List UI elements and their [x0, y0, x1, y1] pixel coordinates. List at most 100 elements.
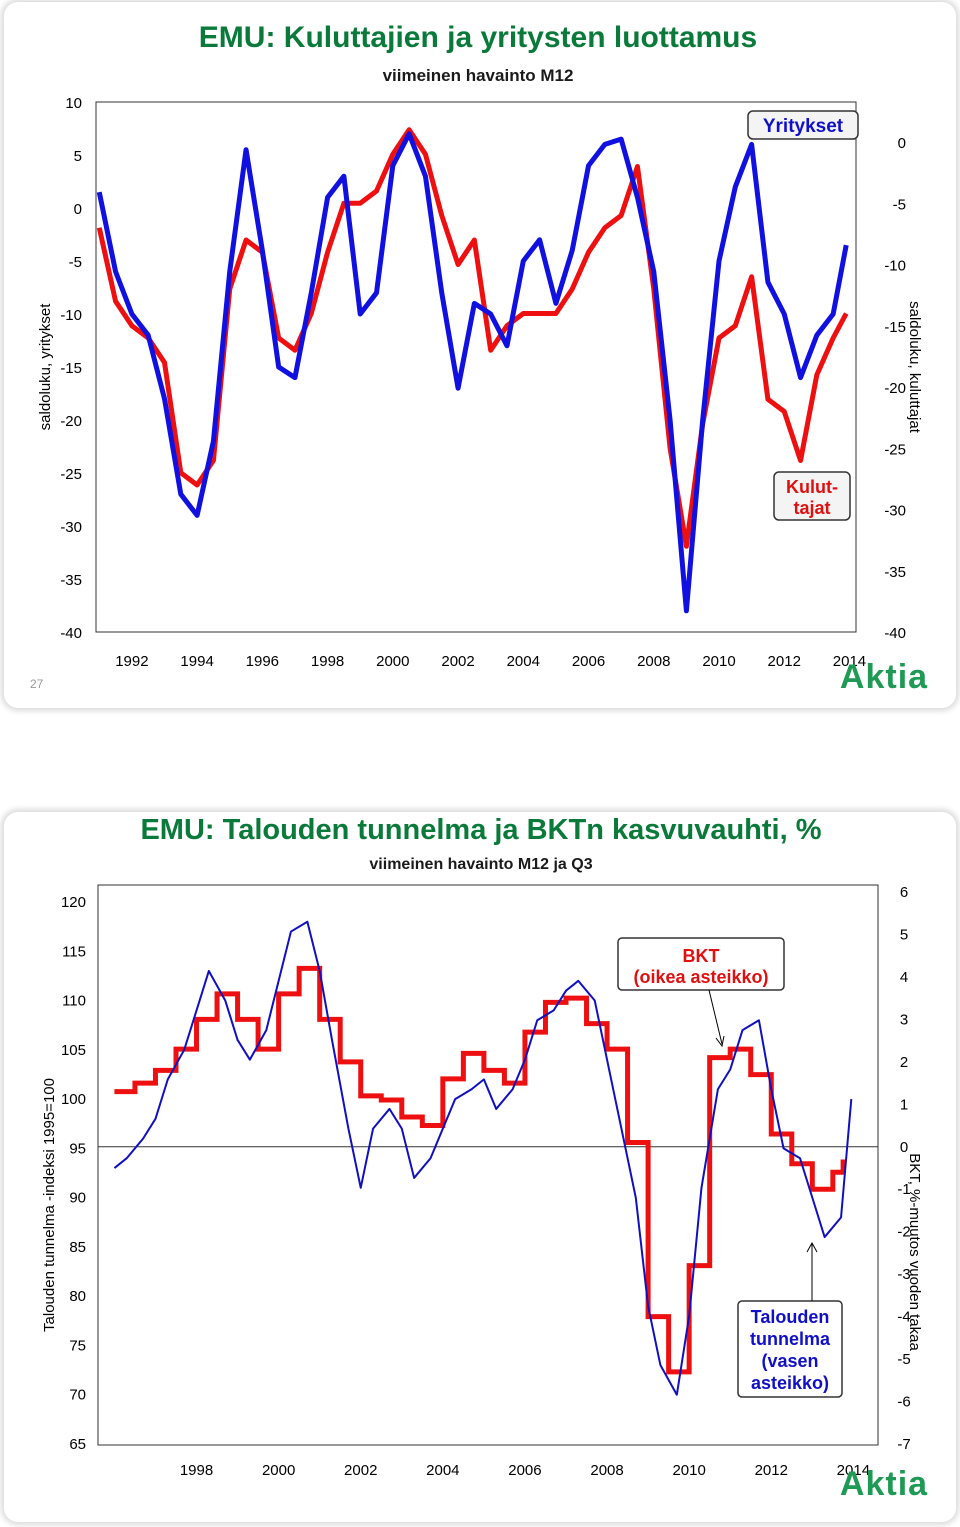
left-tick-label: -5 [69, 254, 82, 271]
left-axis-ticks: 10 5 0 -5 -10 -15 -20 -25 -30 -35 -40 [60, 95, 82, 642]
left-tick-label: 105 [61, 1042, 86, 1059]
right-tick-label: -6 [897, 1394, 910, 1411]
x-tick-label: 2000 [376, 653, 409, 670]
chart-subtitle: viimeinen havainto M12 [383, 66, 574, 85]
right-tick-label: -5 [897, 1351, 910, 1368]
y-axis-label-left: saldoluku, yritykset [37, 303, 54, 431]
label-box-bkt: BKT (oikea asteikko) [617, 937, 785, 1048]
left-tick-label: 10 [65, 95, 82, 112]
x-axis-ticks: 1998 2000 2002 2004 2006 2008 2010 2012 2014 [180, 1462, 870, 1479]
x-tick-label: 2004 [507, 653, 540, 670]
right-tick-label: 0 [900, 1139, 908, 1156]
label-yritykset: Yritykset [763, 116, 844, 137]
left-tick-label: -35 [60, 572, 82, 589]
left-tick-label: 115 [62, 943, 86, 960]
label-bkt-line2: (oikea asteikko) [633, 967, 768, 987]
left-tick-label: 75 [69, 1337, 86, 1354]
label-box-yritykset: Yritykset [747, 110, 859, 140]
right-tick-label: 0 [898, 135, 906, 152]
label-bkt-line1: BKT [683, 946, 720, 966]
aktia-logo: Aktia [840, 658, 928, 696]
x-tick-label: 2004 [426, 1462, 459, 1479]
left-tick-label: 95 [69, 1140, 86, 1157]
slide-economic-sentiment-gdp: EMU: Talouden tunnelma ja BKTn kasvuvauh… [4, 812, 956, 1522]
right-axis-ticks: 0 -5 -10 -15 -20 -25 -30 -35 -40 [884, 135, 906, 642]
page-number: 27 [30, 677, 44, 691]
right-tick-label: -10 [884, 258, 906, 275]
chart-title: EMU: Talouden tunnelma ja BKTn kasvuvauh… [140, 814, 821, 846]
left-tick-label: 90 [69, 1190, 86, 1207]
right-tick-label: 1 [900, 1096, 908, 1113]
x-tick-label: 2014 [833, 653, 866, 670]
x-tick-label: 2008 [590, 1462, 623, 1479]
x-axis-ticks: 1992 1994 1996 1998 2000 2002 2004 2006 2008 2010… [115, 653, 866, 670]
chart-title: EMU: Kuluttajien ja yritysten luottamus [199, 21, 757, 54]
left-tick-label: -20 [60, 413, 82, 430]
aktia-logo: Aktia [840, 1465, 928, 1503]
left-tick-label: 85 [69, 1239, 86, 1256]
slide-consumer-business-confidence: EMU: Kuluttajien ja yritysten luottamus … [4, 2, 956, 708]
series-line-bkt [114, 965, 846, 1375]
right-tick-label: 2 [900, 1054, 908, 1071]
left-tick-label: -25 [60, 466, 82, 483]
x-tick-label: 2008 [637, 653, 670, 670]
chart-sentiment-gdp: EMU: Talouden tunnelma ja BKTn kasvuvauh… [41, 814, 928, 1503]
x-tick-label: 2010 [702, 653, 735, 670]
right-tick-label: -35 [884, 564, 906, 581]
right-tick-label: -40 [884, 625, 906, 642]
left-tick-label: 110 [62, 993, 86, 1010]
plot-frame [97, 884, 879, 1446]
left-tick-label: 100 [61, 1091, 86, 1108]
left-tick-label: 0 [74, 201, 82, 218]
label-tunnelma-line1: Talouden [751, 1307, 830, 1327]
chart-subtitle: viimeinen havainto M12 ja Q3 [369, 856, 592, 873]
right-tick-label: -7 [897, 1436, 910, 1453]
y-axis-label-right: saldoluku, kuluttajat [906, 301, 923, 434]
left-tick-label: 5 [74, 148, 82, 165]
left-tick-label: -10 [60, 307, 82, 324]
x-tick-label: 2010 [672, 1462, 705, 1479]
label-tunnelma-line4: asteikko) [751, 1373, 829, 1393]
left-tick-label: -30 [60, 519, 82, 536]
right-axis-ticks: 6 5 4 3 2 1 0 -1 -2 -3 -4 -5 -6 -7 [897, 884, 910, 1453]
right-tick-label: -1 [897, 1181, 910, 1198]
x-tick-label: 1998 [180, 1462, 213, 1479]
series-line-talouden-tunnelma [113, 920, 853, 1396]
chart-confidence: EMU: Kuluttajien ja yritysten luottamus … [30, 21, 928, 696]
x-tick-label: 2002 [441, 653, 474, 670]
plot-frame [95, 101, 857, 633]
label-box-tunnelma: Talouden tunnelma (vasen asteikko) [737, 1241, 843, 1398]
left-axis-ticks: 120 115 110 105 100 95 90 85 80 75 70 65 [61, 894, 86, 1453]
right-tick-label: -25 [884, 441, 906, 458]
right-tick-label: 6 [900, 884, 908, 901]
right-tick-label: 3 [900, 1011, 908, 1028]
series-line-yritykset [96, 131, 849, 614]
label-tunnelma-line3: (vasen [761, 1351, 818, 1371]
arrow-bkt [708, 989, 723, 1045]
x-tick-label: 2000 [262, 1462, 295, 1479]
right-tick-label: -30 [884, 503, 906, 520]
x-tick-label: 2006 [508, 1462, 541, 1479]
right-tick-label: 4 [900, 969, 908, 986]
label-kuluttajat-line1: Kulut- [786, 477, 838, 497]
x-tick-label: 1998 [311, 653, 344, 670]
label-box-kuluttajat: Kulut- tajat [773, 471, 851, 521]
x-tick-label: 1996 [246, 653, 279, 670]
x-tick-label: 2002 [344, 1462, 377, 1479]
label-kuluttajat-line2: tajat [793, 498, 830, 518]
x-tick-label: 2014 [837, 1462, 870, 1479]
right-tick-label: -5 [893, 196, 906, 213]
right-tick-label: -4 [897, 1309, 910, 1326]
right-tick-label: -2 [897, 1224, 910, 1241]
x-tick-label: 2012 [755, 1462, 788, 1479]
right-tick-label: -20 [884, 380, 906, 397]
left-tick-label: 120 [61, 894, 86, 911]
x-tick-label: 1992 [115, 653, 148, 670]
x-tick-label: 2012 [768, 653, 801, 670]
y-axis-label-right: BKT, %-muutos vuoden takaa [906, 1153, 923, 1351]
left-tick-label: 70 [69, 1387, 86, 1404]
left-tick-label: 80 [69, 1288, 86, 1305]
x-tick-label: 1994 [180, 653, 213, 670]
y-axis-label-left: Talouden tunnelma -indeksi 1995=100 [41, 1078, 58, 1332]
left-tick-label: 65 [69, 1436, 86, 1453]
